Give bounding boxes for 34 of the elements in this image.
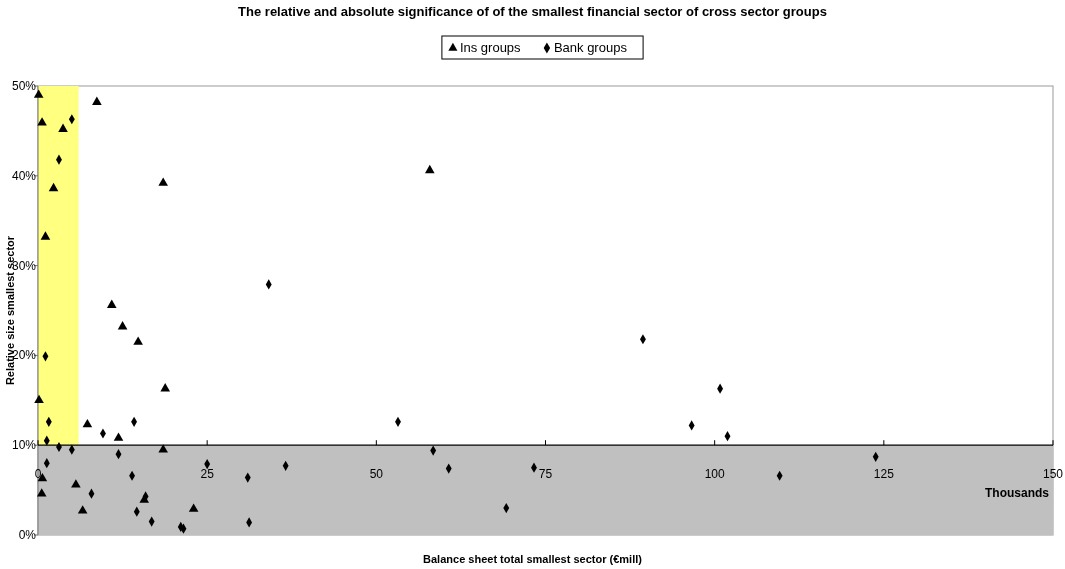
- point: [58, 123, 68, 132]
- point: [40, 231, 51, 240]
- point: [92, 96, 102, 105]
- point: [37, 117, 47, 126]
- point: [33, 89, 44, 98]
- point: [106, 299, 117, 308]
- x-axis-title: Balance sheet total smallest sector (€mill): [423, 553, 643, 565]
- point: [158, 444, 168, 453]
- y-tick-label: 50%: [11, 79, 37, 93]
- point: [158, 177, 168, 186]
- y-tick-label: 40%: [11, 168, 37, 183]
- point: [48, 182, 59, 192]
- point: [77, 505, 88, 514]
- chart-title: The relative and absolute significance of of the smallest financial sector of cross sector groups: [238, 4, 827, 19]
- x-tick-label: 0: [34, 467, 42, 482]
- x-tick-label: 25: [200, 467, 215, 482]
- x-tick-label: 75: [538, 467, 553, 482]
- annotation: Thousands: [984, 486, 1050, 501]
- point: [188, 503, 199, 512]
- y-tick-label: 10%: [11, 438, 37, 453]
- legend-label: Ins groups: [459, 40, 522, 55]
- point: [82, 419, 93, 428]
- x-tick-label: 150: [1042, 467, 1064, 482]
- x-tick-label: 100: [704, 467, 725, 482]
- point: [117, 321, 128, 330]
- point: [133, 336, 143, 345]
- legend-label: Bank groups: [553, 40, 628, 55]
- y-tick-label: 0%: [18, 528, 37, 542]
- x-tick-label: 125: [873, 467, 895, 482]
- x-tick-label: 50: [369, 467, 384, 482]
- point: [113, 432, 124, 441]
- point: [424, 164, 435, 174]
- point: [34, 394, 44, 404]
- point: [160, 383, 171, 392]
